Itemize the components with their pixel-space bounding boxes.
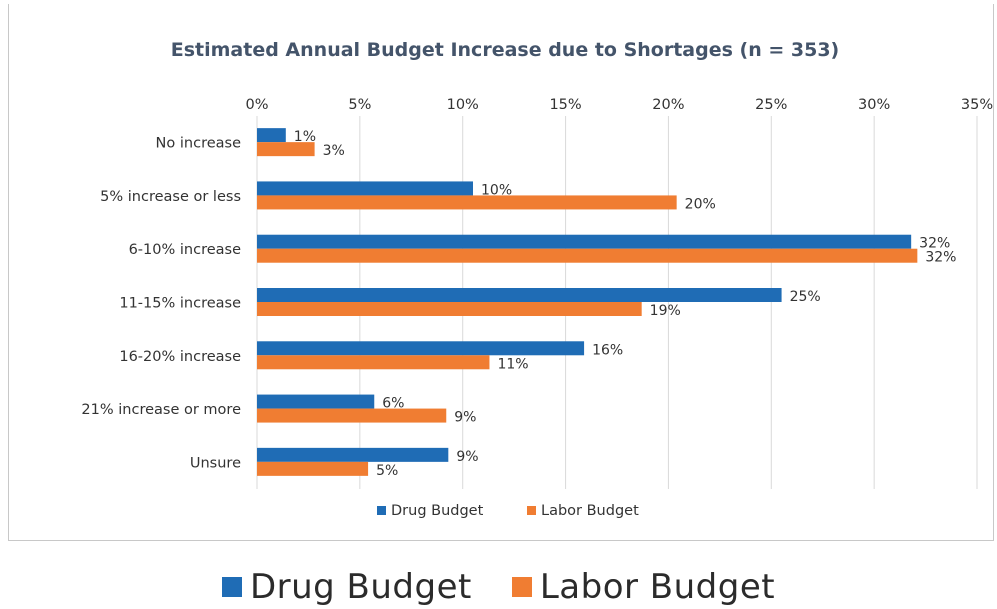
data-label: 10% [481,182,512,198]
data-label: 1% [294,129,316,145]
big-legend-drug: Drug Budget [221,567,472,607]
data-label: 9% [454,410,476,426]
labor-budget-bar [257,355,490,370]
category-label: 16-20% increase [119,349,241,365]
drug-budget-bar [257,234,912,249]
data-label: 20% [685,196,716,212]
labor-budget-bar [257,302,642,316]
labor-budget-bar [257,461,369,476]
category-label: 11-15% increase [119,296,241,312]
large-legend: Drug Budget Labor Budget [0,565,997,609]
category-label: No increase [156,136,242,152]
x-tick-label: 30% [858,97,890,113]
drug-budget-bar [257,288,782,302]
data-label: 19% [650,303,681,319]
legend-label: Labor Budget [541,503,639,519]
drug-budget-bar [257,447,449,462]
category-label: 6-10% increase [129,242,241,258]
data-label: 32% [925,250,956,266]
data-label: 9% [456,449,478,465]
big-legend-swatch [221,577,242,597]
labor-budget-bar [257,408,447,423]
x-tick-label: 25% [755,97,787,113]
legend-swatch-labor [527,506,536,515]
x-tick-label: 35% [961,97,993,113]
drug-budget-bar [257,181,473,196]
data-label: 25% [790,289,821,305]
legend-label: Drug Budget [391,503,484,519]
big-legend-label: Drug Budget [249,567,472,607]
data-label: 16% [592,342,623,358]
drug-budget-bar [257,128,286,143]
category-label: 5% increase or less [100,189,241,205]
x-tick-label: 20% [652,97,684,113]
category-label: Unsure [190,455,241,471]
x-tick-label: 10% [447,97,479,113]
chart-legend: Drug Budget Labor Budget [377,503,639,519]
data-label: 32% [919,236,950,252]
legend-swatch-drug [377,506,386,515]
x-tick-label: 15% [549,97,581,113]
chart-title: Estimated Annual Budget Increase due to … [171,39,840,61]
big-legend-swatch [511,577,532,597]
x-axis-ticks: 0% 5% 10% 15% 20% 25% 30% 35% [245,97,993,113]
data-label: 3% [323,143,345,159]
data-labels: 1% 3% 10% 20% 32%32% 25% 19% 16% 11% 6% 9% 9% 5% [294,129,957,479]
data-label: 5% [376,463,398,479]
labor-budget-bar [257,195,677,210]
chart-frame: Estimated Annual Budget Increase due to … [8,4,994,541]
category-labels: No increase 5% increase or less 6-10% incr… [81,136,241,472]
big-legend-labor: Labor Budget [511,567,776,607]
x-tick-label: 5% [348,97,371,113]
category-label: 21% increase or more [81,402,241,418]
x-tick-label: 0% [245,97,268,113]
bars [257,128,918,476]
bar-chart: Estimated Annual Budget Increase due to … [81,39,993,519]
labor-budget-bar [257,142,315,157]
drug-budget-bar [257,394,375,409]
drug-budget-bar [257,341,585,356]
data-label: 6% [382,396,404,412]
data-label: 11% [497,356,528,372]
big-legend-label: Labor Budget [539,567,776,607]
labor-budget-bar [257,248,918,263]
